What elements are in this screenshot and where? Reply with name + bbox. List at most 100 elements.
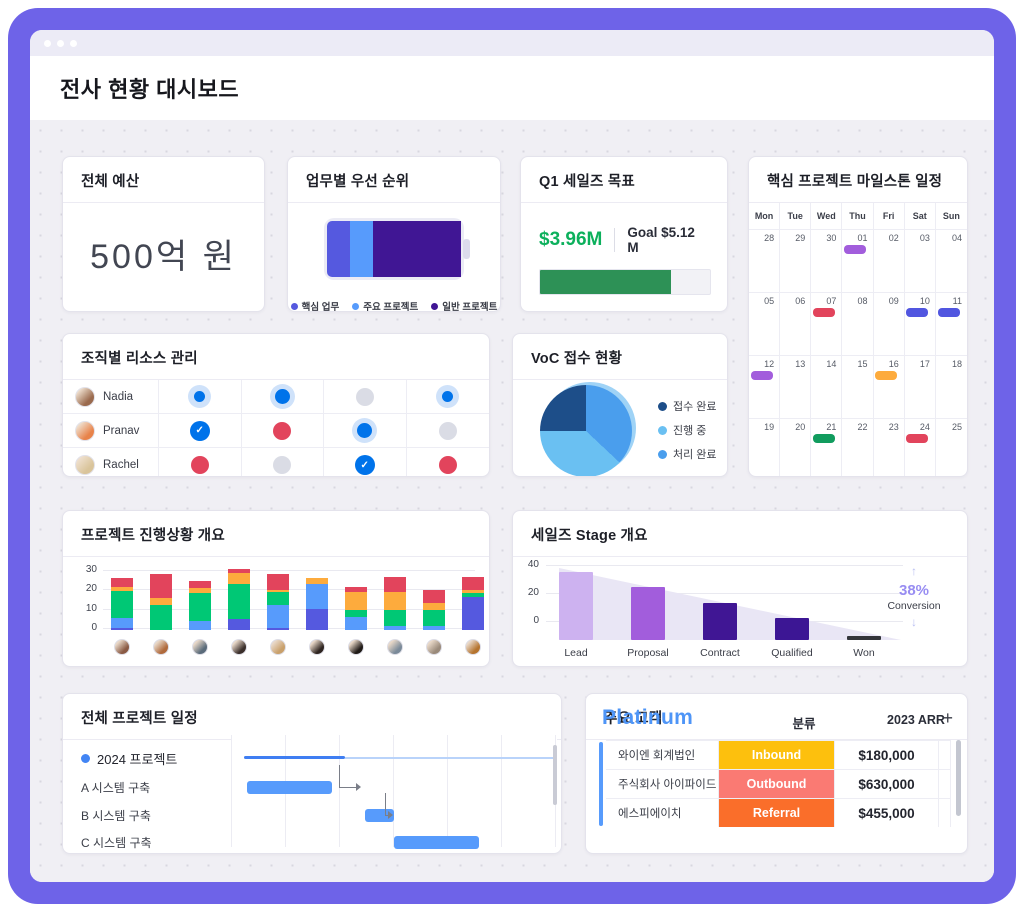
status-dot-red[interactable] xyxy=(273,421,292,440)
status-cell[interactable] xyxy=(159,380,242,413)
bar-segment-indigo[interactable] xyxy=(111,628,133,630)
battery-bar[interactable] xyxy=(327,221,470,277)
bar-segment-green[interactable] xyxy=(189,593,211,622)
customer-name-cell[interactable]: 와이엔 회계법인 xyxy=(606,741,719,769)
status-dot-gray[interactable] xyxy=(438,421,457,440)
funnel-bar-qualified[interactable] xyxy=(775,618,809,640)
bar-segment-red[interactable] xyxy=(267,574,289,590)
calendar-day-cell[interactable]: 28 xyxy=(749,230,781,293)
table-row[interactable]: Nadia xyxy=(63,380,489,414)
bar-segment-blue[interactable] xyxy=(345,616,367,630)
customer-name-cell[interactable]: 주식회사 아이파이드 xyxy=(606,770,719,798)
calendar-day-cell[interactable]: 22 xyxy=(842,419,874,476)
bar-segment-orange[interactable] xyxy=(111,586,133,592)
calendar-event-bar[interactable] xyxy=(906,308,929,317)
card-project-schedule[interactable]: 전체 프로젝트 일정 2024 프로젝트 A 시스템 구축 B 시스템 구축 C 시스… xyxy=(62,693,562,854)
bar-segment-blue[interactable] xyxy=(384,626,406,630)
status-dot-blue[interactable] xyxy=(274,389,290,404)
stacked-bar[interactable] xyxy=(150,570,172,630)
status-dot-gray[interactable] xyxy=(355,387,374,406)
category-pill[interactable]: Inbound xyxy=(719,741,835,769)
card-q1-sales-goal[interactable]: Q1 세일즈 목표 $3.96M Goal $5.12 M xyxy=(520,156,728,312)
column-header-arr[interactable]: 2023 ARR xyxy=(887,713,945,727)
status-cell[interactable] xyxy=(159,448,242,476)
bar-segment-indigo[interactable] xyxy=(228,619,250,630)
bar-segment-red[interactable] xyxy=(462,576,484,590)
window-control-dot[interactable] xyxy=(70,39,77,47)
status-cell[interactable] xyxy=(242,380,324,413)
calendar-day-cell[interactable]: 23 xyxy=(874,419,905,476)
table-row[interactable]: 와이엔 회계법인 Inbound $180,000 xyxy=(606,740,951,769)
window-control-dot[interactable] xyxy=(44,39,51,47)
gantt-bar[interactable] xyxy=(247,781,333,794)
bar-segment-blue[interactable] xyxy=(423,626,445,630)
category-pill[interactable]: Outbound xyxy=(719,770,835,798)
bar-segment-indigo[interactable] xyxy=(267,628,289,630)
calendar-day-cell[interactable]: 25 xyxy=(936,419,967,476)
window-control-dot[interactable] xyxy=(57,39,64,47)
calendar-day-cell[interactable]: 12 xyxy=(749,356,781,419)
calendar-day-cell[interactable]: 05 xyxy=(749,293,781,356)
stacked-bar[interactable] xyxy=(189,577,211,630)
group-label[interactable]: Platinum xyxy=(602,706,694,729)
bar-segment-orange[interactable] xyxy=(384,592,406,610)
bar-segment-red[interactable] xyxy=(228,569,250,574)
category-pill[interactable]: Referral xyxy=(719,799,835,827)
calendar-day-cell[interactable]: 21 xyxy=(811,419,843,476)
calendar-day-cell[interactable]: 14 xyxy=(811,356,843,419)
calendar-day-cell[interactable]: 13 xyxy=(780,356,812,419)
calendar-day-cell[interactable]: 06 xyxy=(780,293,812,356)
card-milestone-calendar[interactable]: 핵심 프로젝트 마일스톤 일정 Mon Tue Wed Thu Fri Sat Sun 28… xyxy=(748,156,968,477)
table-row[interactable]: 에스피에이치 Referral $455,000 xyxy=(606,798,951,827)
status-dot-gray[interactable] xyxy=(273,456,292,474)
table-row[interactable]: 주식회사 아이파이드 Outbound $630,000 xyxy=(606,769,951,798)
bar-segment-blue[interactable] xyxy=(189,621,211,630)
table-row[interactable]: Rachel ✓ xyxy=(63,448,489,476)
bar-segment-orange[interactable] xyxy=(150,598,172,605)
calendar-day-cell[interactable]: 04 xyxy=(935,230,967,293)
status-cell[interactable] xyxy=(242,448,324,476)
customer-name-cell[interactable]: 에스피에이치 xyxy=(606,799,719,827)
card-sales-stage[interactable]: 세일즈 Stage 개요 0 20 40 Lead Proposal Contract Qu… xyxy=(512,510,968,667)
bar-segment-red[interactable] xyxy=(189,580,211,588)
stacked-bar[interactable] xyxy=(306,574,328,630)
status-dot-blue[interactable] xyxy=(357,423,373,438)
column-header-category[interactable]: 분류 xyxy=(792,717,816,731)
card-voc-status[interactable]: VoC 접수 현황 접수 완료 진행 중 처리 완료 xyxy=(512,333,728,477)
funnel-bar-proposal[interactable] xyxy=(631,587,665,640)
calendar-day-cell[interactable]: 24 xyxy=(905,419,936,476)
bar-segment-blue[interactable] xyxy=(267,604,289,629)
stacked-bar[interactable] xyxy=(111,574,133,630)
calendar-event-bar[interactable] xyxy=(875,371,898,380)
calendar-day-cell[interactable]: 01 xyxy=(842,230,874,293)
calendar-day-cell[interactable]: 02 xyxy=(873,230,905,293)
card-priority[interactable]: 업무별 우선 순위 핵심 업무 주요 프로젝트 일반 프로젝트 xyxy=(287,156,501,312)
arr-cell[interactable]: $455,000 xyxy=(835,799,939,827)
calendar-day-cell[interactable]: 16 xyxy=(873,356,905,419)
calendar-event-bar[interactable] xyxy=(750,371,773,380)
calendar-day-cell[interactable]: 11 xyxy=(935,293,967,356)
status-cell[interactable] xyxy=(324,380,407,413)
status-cell[interactable] xyxy=(407,380,490,413)
battery-segment[interactable] xyxy=(349,221,373,277)
bar-segment-orange[interactable] xyxy=(345,592,367,610)
calendar-day-cell[interactable]: 29 xyxy=(780,230,812,293)
status-cell[interactable] xyxy=(242,414,324,447)
bar-segment-green[interactable] xyxy=(150,604,172,630)
status-cell[interactable] xyxy=(324,414,407,447)
bar-segment-orange[interactable] xyxy=(423,603,445,610)
status-cell[interactable]: ✓ xyxy=(324,448,407,476)
calendar-day-cell[interactable]: 30 xyxy=(811,230,843,293)
status-dot-red[interactable] xyxy=(438,456,457,474)
status-dot-red[interactable] xyxy=(190,456,209,474)
status-dot-blue-sm[interactable] xyxy=(442,391,454,402)
bar-segment-green[interactable] xyxy=(267,592,289,605)
status-cell[interactable] xyxy=(407,414,490,447)
calendar-day-cell[interactable]: 15 xyxy=(842,356,874,419)
timeline-progress[interactable] xyxy=(244,756,346,759)
table-row[interactable]: Pranav ✓ xyxy=(63,414,489,448)
bar-segment-green[interactable] xyxy=(345,609,367,617)
calendar-event-bar[interactable] xyxy=(906,434,929,443)
status-dot-check[interactable]: ✓ xyxy=(189,420,210,441)
arr-cell[interactable]: $180,000 xyxy=(835,741,939,769)
